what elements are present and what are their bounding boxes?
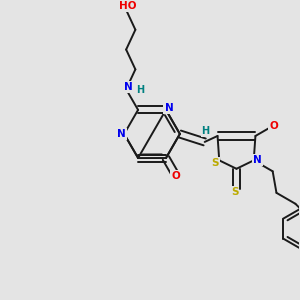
Text: H: H <box>136 85 144 95</box>
Text: H: H <box>202 126 210 136</box>
Text: N: N <box>164 103 173 113</box>
Text: N: N <box>124 82 133 92</box>
Text: S: S <box>231 187 238 196</box>
Text: HO: HO <box>119 1 137 11</box>
Text: S: S <box>212 158 219 168</box>
Text: N: N <box>253 155 262 165</box>
Text: N: N <box>117 129 125 139</box>
Text: O: O <box>269 121 278 131</box>
Text: O: O <box>172 171 180 181</box>
